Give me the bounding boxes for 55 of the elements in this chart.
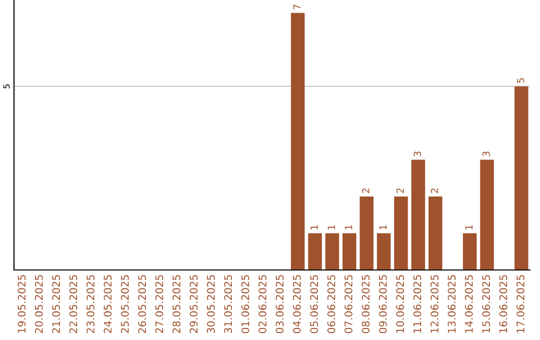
- x-tick-label: 27.05.2025: [155, 275, 164, 334]
- x-tick-label: 10.06.2025: [396, 275, 404, 333]
- data-label: 1: [379, 225, 386, 230]
- bar: [308, 233, 322, 270]
- x-tick-label: 28.05.2025: [172, 275, 180, 334]
- bar: [428, 196, 442, 270]
- bar: [360, 196, 374, 270]
- x-tick-label: 29.05.2025: [190, 275, 198, 334]
- x-tick-label: 26.05.2025: [138, 275, 146, 334]
- bar: [290, 12, 305, 270]
- x-tick-label: 30.05.2025: [206, 275, 215, 334]
- x-tick-label: 20.05.2025: [34, 275, 43, 334]
- data-label: 5: [516, 78, 524, 83]
- x-tick-label: 03.06.2025: [276, 275, 284, 334]
- bar: [462, 233, 477, 270]
- x-tick-label: 23.05.2025: [86, 275, 94, 334]
- bar: [325, 233, 340, 270]
- bar: [394, 196, 408, 270]
- data-label: 3: [414, 152, 422, 156]
- bar: [376, 233, 391, 270]
- x-tick-label: 24.05.2025: [104, 275, 112, 334]
- x-tick-label: 11.06.2025: [413, 275, 422, 333]
- data-label: 7: [293, 4, 300, 10]
- x-tick-label: 31.05.2025: [224, 275, 232, 334]
- x-tick-label: 01.06.2025: [241, 275, 250, 334]
- x-tick-label: 16.06.2025: [499, 275, 508, 333]
- x-tick-label: 15.06.2025: [482, 275, 490, 333]
- x-tick-label: 25.05.2025: [120, 275, 129, 334]
- x-tick-label: 13.06.2025: [448, 275, 456, 333]
- x-tick-label: 07.06.2025: [344, 275, 352, 334]
- bar: [411, 160, 426, 270]
- x-tick-label: 08.06.2025: [362, 275, 370, 334]
- data-label: 1: [310, 225, 318, 230]
- x-tick-label: 04.06.2025: [292, 275, 301, 334]
- x-tick-label: 17.06.2025: [516, 275, 524, 333]
- ref-line-label: 5: [3, 84, 10, 88]
- data-label: 2: [430, 188, 438, 194]
- x-tick-label: 06.06.2025: [327, 275, 336, 334]
- x-tick-label: 09.06.2025: [378, 275, 387, 334]
- x-tick-label: 22.05.2025: [69, 275, 78, 334]
- data-label: 3: [482, 152, 490, 156]
- bar: [342, 233, 356, 270]
- data-label: 1: [344, 225, 352, 230]
- data-label: 2: [396, 188, 404, 194]
- x-tick-label: 21.05.2025: [52, 275, 60, 334]
- data-label: 1: [328, 225, 335, 230]
- data-label: 1: [465, 225, 472, 230]
- bar: [514, 86, 528, 270]
- x-tick-label: 19.05.2025: [18, 275, 26, 333]
- x-tick-label: 05.06.2025: [310, 275, 318, 334]
- x-tick-label: 02.06.2025: [258, 275, 266, 334]
- data-label: 2: [362, 188, 370, 194]
- bar: [480, 160, 494, 270]
- x-tick-label: 14.06.2025: [464, 275, 473, 333]
- x-tick-label: 12.06.2025: [430, 275, 438, 333]
